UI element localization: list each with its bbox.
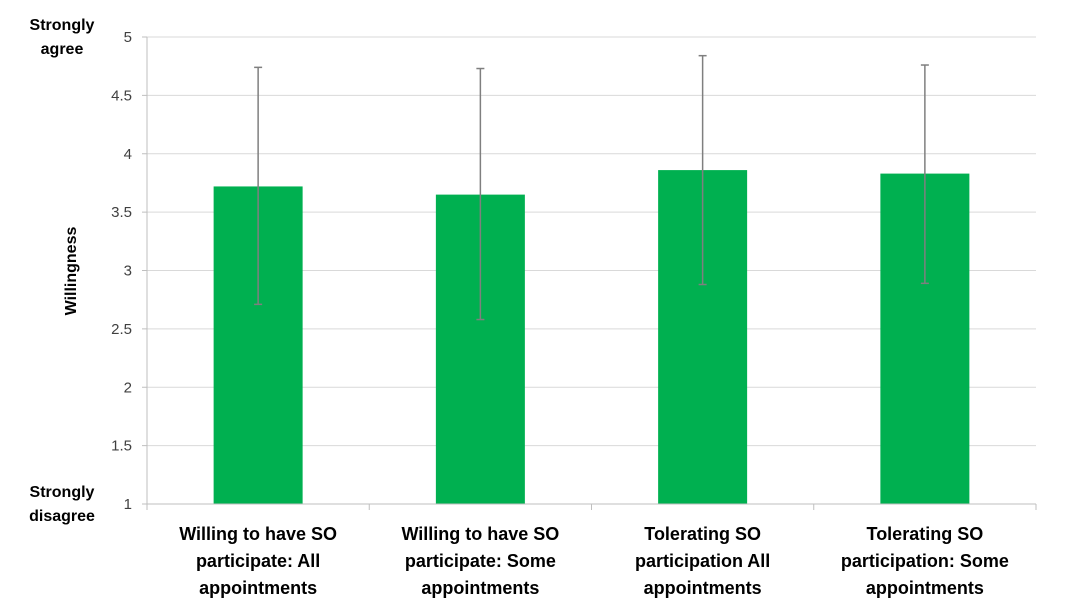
x-category-label-line: participation All [635,551,770,571]
x-category-label-line: Tolerating SO [867,524,984,544]
x-category-label-line: appointments [199,578,317,598]
y-anchor-top-line1: Strongly [30,17,95,34]
x-category-label-line: Willing to have SO [179,524,337,544]
y-tick-label: 3 [124,263,132,280]
bars [213,170,970,505]
error-bar [920,64,929,285]
x-category-label-line: participate: Some [405,551,556,571]
y-tick-label: 4.5 [111,87,132,104]
y-tick-labels: 1 1.5 2 2.5 3 3.5 4 4.5 5 [111,29,132,513]
x-category-label-line: Tolerating SO [644,524,761,544]
x-category-labels: Willing to have SO participate: All appoin… [179,524,1009,598]
y-tick-label: 5 [124,29,132,46]
x-category-label-line: participation: Some [841,551,1009,571]
y-anchor-bottom-line1: Strongly [30,484,95,501]
error-bars [254,54,929,321]
x-category-label-line: appointments [421,578,539,598]
error-bar [698,54,707,286]
axes [142,36,1037,510]
error-bar [476,67,485,321]
y-axis-label: Willingness [63,227,80,316]
x-category-label-line: participate: All [196,551,320,571]
y-tick-label: 1 [124,496,132,513]
y-tick-label: 2.5 [111,321,132,338]
error-bar [254,66,263,306]
y-anchor-top-line2: agree [41,41,84,58]
y-tick-label: 4 [124,146,132,163]
y-tick-label: 1.5 [111,438,132,455]
x-category-label-line: appointments [866,578,984,598]
y-anchor-bottom-line2: disagree [29,508,95,525]
x-category-label-line: appointments [644,578,762,598]
y-tick-label: 2 [124,379,132,396]
x-category-label-line: Willing to have SO [401,524,559,544]
y-tick-label: 3.5 [111,204,132,221]
